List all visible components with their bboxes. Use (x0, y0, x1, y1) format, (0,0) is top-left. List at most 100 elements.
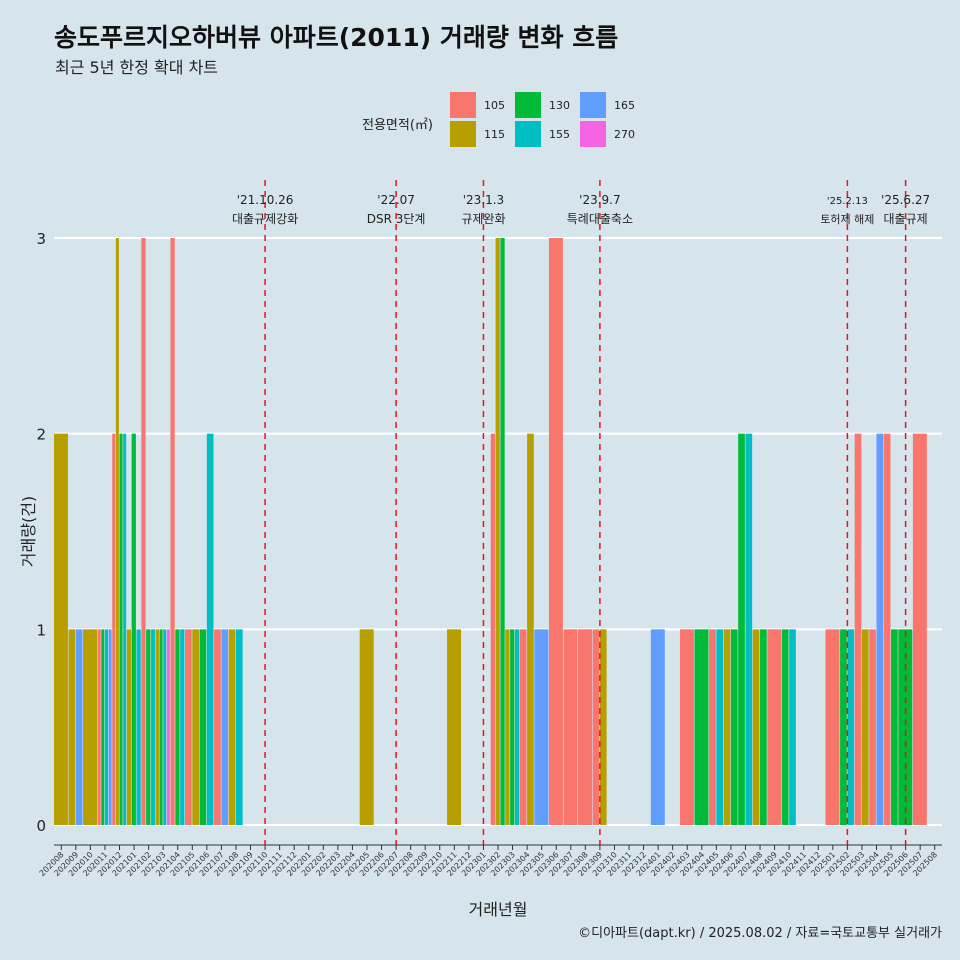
bar-202401-165 (650, 629, 665, 825)
bar-202107-165 (221, 629, 229, 825)
bar-202012-105 (112, 433, 116, 825)
y-axis-title: 거래량(건) (19, 496, 38, 567)
legend-label-130: 130 (549, 98, 570, 112)
legend-item-105: 105 (450, 92, 505, 118)
event-label: 대출규제 (884, 212, 928, 226)
legend-title: 전용면적(㎡) (362, 118, 433, 133)
bar-202407-130 (738, 433, 745, 825)
bar-202101-130 (131, 433, 136, 825)
bar-202303-155 (514, 629, 520, 825)
bar-202304-115 (527, 433, 534, 825)
event-label: DSR 3단계 (367, 212, 426, 226)
bar-202502-130 (840, 629, 847, 825)
bar-202403-105 (679, 629, 694, 825)
y-tick-label: 0 (36, 817, 46, 835)
bar-202502-155 (847, 629, 855, 825)
bar-202304-105 (519, 629, 527, 825)
bar-202103-130 (159, 629, 163, 825)
bar-202105-115 (192, 629, 199, 825)
bar-202008-115 (54, 433, 68, 825)
bar-202408-130 (760, 629, 767, 825)
bar-202102-105 (141, 238, 146, 825)
bar-202012-155 (123, 433, 127, 825)
legend-key-270 (580, 121, 606, 147)
legend-key-115 (450, 121, 476, 147)
bar-202010-115 (83, 629, 98, 825)
legend-item-165: 165 (580, 92, 635, 118)
bar-202410-155 (789, 629, 796, 825)
bar-202407-155 (745, 433, 753, 825)
legend-key-155 (515, 121, 541, 147)
bar-202102-155 (151, 629, 156, 825)
bar-202012-115 (115, 238, 119, 825)
bar-202011-155 (104, 629, 108, 825)
bar-202011-105 (97, 629, 101, 825)
bar-202309-115 (599, 629, 607, 825)
bar-202302-115 (495, 238, 500, 825)
bar-202108-155 (235, 629, 243, 825)
legend-key-165 (580, 92, 606, 118)
bar-202011-130 (101, 629, 105, 825)
bar-202503-115 (861, 629, 869, 825)
bar-202103-155 (163, 629, 167, 825)
bar-202302-130 (500, 238, 505, 825)
legend-label-105: 105 (484, 98, 505, 112)
bar-202108-115 (228, 629, 236, 825)
event-date: '22.07 (377, 193, 415, 207)
bar-202306-105 (548, 238, 563, 825)
legend-label-165: 165 (614, 98, 635, 112)
bar-202101-115 (126, 629, 132, 825)
bar-202504-165 (876, 433, 884, 825)
legend-label-270: 270 (614, 127, 635, 141)
bar-202211-115 (447, 629, 462, 825)
bar-202303-130 (510, 629, 515, 825)
bar-202405-105 (709, 629, 716, 825)
y-tick-label: 1 (36, 621, 46, 639)
bar-202406-115 (723, 629, 731, 825)
bar-202505-105 (883, 433, 891, 825)
event-date: '25.2.13 (827, 196, 868, 207)
bar-202307-105 (563, 629, 578, 825)
event-label: 토허제 해제 (820, 212, 874, 226)
bar-202009-165 (75, 629, 83, 825)
bar-202505-130 (891, 629, 898, 825)
bar-202504-105 (869, 629, 876, 825)
bar-202009-115 (68, 629, 76, 825)
bar-202503-105 (854, 433, 862, 825)
bar-202405-155 (716, 629, 724, 825)
event-date: '23.9.7 (579, 193, 620, 207)
bar-202506-130 (898, 629, 913, 825)
bar-202410-130 (781, 629, 789, 825)
event-label: 대출규제강화 (232, 212, 298, 226)
bar-202104-105 (170, 238, 175, 825)
bar-202107-105 (214, 629, 221, 825)
bar-202309-105 (592, 629, 600, 825)
bar-202404-130 (694, 629, 709, 825)
bar-202305-165 (534, 629, 549, 825)
legend-label-155: 155 (549, 127, 570, 141)
event-label: 특례대출축소 (567, 212, 633, 226)
chart-subtitle: 최근 5년 한정 확대 차트 (55, 58, 219, 77)
bar-202408-115 (752, 629, 760, 825)
bar-202103-270 (166, 629, 170, 825)
bar-202106-155 (206, 433, 214, 825)
legend-label-115: 115 (484, 127, 505, 141)
bar-202501-105 (825, 629, 840, 825)
bar-202011-165 (108, 629, 112, 825)
y-tick-label: 3 (36, 230, 46, 248)
chart-title: 송도푸르지오하버뷰 아파트(2011) 거래량 변화 흐름 (54, 23, 619, 52)
legend-item-270: 270 (580, 121, 635, 147)
legend-item-130: 130 (515, 92, 570, 118)
event-date: '23.1.3 (463, 193, 504, 207)
event-date: '25.6.27 (881, 193, 930, 207)
bar-202102-130 (146, 629, 151, 825)
bar-202303-115 (505, 629, 510, 825)
bar-202104-155 (180, 629, 185, 825)
bar-202409-105 (767, 629, 782, 825)
legend-key-130 (515, 92, 541, 118)
bar-202302-105 (490, 433, 495, 825)
bar-202104-130 (175, 629, 180, 825)
bar-202106-130 (199, 629, 207, 825)
bar-202012-130 (119, 433, 123, 825)
